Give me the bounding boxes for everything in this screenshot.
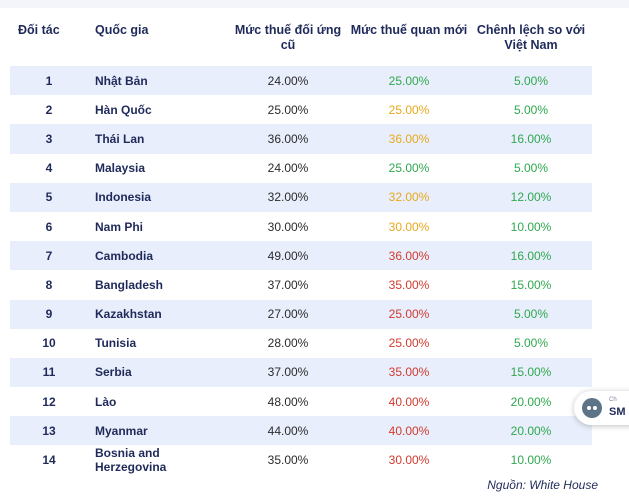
cell-new-rate: 35.00% [348,357,470,388]
cell-diff: 5.00% [470,66,592,96]
cell-old-rate: 27.00% [228,299,348,329]
cell-country: Hàn Quốc [95,102,152,117]
chat-widget-label-small: Ch [609,397,617,403]
cell-new-rate: 25.00% [388,161,430,176]
table-row: 9 Kazakhstan 27.00% 25.00% 5.00% [10,299,592,329]
cell-diff: 16.00% [470,241,592,271]
cell-new-rate: 36.00% [348,124,470,154]
cell-partner: 1 [10,66,88,96]
table-row: 5 Indonesia 32.00% 32.00% 12.00% [10,182,592,212]
tariff-table: Đối tác Quốc gia Mức thuế đối ứng cũ Mức… [10,16,592,475]
table-row: 6 Nam Phi 30.00% 30.00% 10.00% [10,212,592,241]
table-row: 2 Hàn Quốc 25.00% 25.00% 5.00% [10,95,592,124]
table-row: 4 Malaysia 24.00% 25.00% 5.00% [10,154,592,183]
header-diff: Chênh lệch so với Việt Nam [476,23,586,52]
cell-partner: 13 [10,416,88,446]
cell-new-rate: 36.00% [348,241,470,271]
cell-country: Cambodia [88,241,228,271]
cell-diff: 5.00% [470,299,592,329]
cell-country: Myanmar [88,416,228,446]
cell-old-rate: 24.00% [267,161,309,176]
cell-new-rate: 35.00% [388,277,430,292]
cell-old-rate: 24.00% [228,66,348,96]
cell-old-rate: 25.00% [267,102,309,117]
cell-partner: 3 [10,124,88,154]
chat-widget-button[interactable]: Ch SM [574,391,629,425]
table-row: 10 Tunisia 28.00% 25.00% 5.00% [10,329,592,358]
top-bar [0,0,629,8]
cell-country: Nam Phi [95,219,144,234]
cell-diff: 20.00% [470,416,592,446]
cell-partner: 6 [45,219,53,234]
cell-old-rate: 36.00% [228,124,348,154]
cell-old-rate: 49.00% [228,241,348,271]
table-row: 13 Myanmar 44.00% 40.00% 20.00% [10,416,592,446]
table-row: 7 Cambodia 49.00% 36.00% 16.00% [10,241,592,271]
cell-diff: 5.00% [513,102,549,117]
cell-country: Serbia [88,357,228,388]
cell-new-rate: 30.00% [388,219,430,234]
chat-widget-label: SM [609,406,626,418]
cell-diff: 12.00% [470,182,592,212]
cell-new-rate: 25.00% [388,102,430,117]
table-row: 3 Thái Lan 36.00% 36.00% 16.00% [10,124,592,154]
cell-country: Kazakhstan [88,299,228,329]
cell-partner: 4 [45,161,53,176]
cell-old-rate: 30.00% [267,219,309,234]
cell-old-rate: 32.00% [228,182,348,212]
header-partner: Đối tác [18,23,60,37]
cell-new-rate: 30.00% [388,453,430,468]
cell-diff: 16.00% [470,124,592,154]
cell-diff: 15.00% [510,277,552,292]
source-note: Nguồn: White House [487,478,598,492]
cell-partner: 5 [10,182,88,212]
cell-new-rate: 25.00% [388,336,430,351]
header-country: Quốc gia [95,23,149,37]
robot-icon [582,398,602,418]
cell-old-rate: 37.00% [267,277,309,292]
cell-country: Malaysia [95,161,146,176]
cell-diff: 20.00% [510,394,552,409]
table-row: 14 Bosnia and Herzegovina 35.00% 30.00% 10.0… [10,445,592,474]
table-body: 1 Nhật Bản 24.00% 25.00% 5.00% 2 Hàn Quốc 25.00… [10,66,592,475]
cell-partner: 2 [45,102,53,117]
cell-new-rate: 25.00% [348,299,470,329]
table-row: 12 Lào 48.00% 40.00% 20.00% [10,387,592,416]
cell-diff: 5.00% [513,161,549,176]
cell-new-rate: 25.00% [348,66,470,96]
cell-new-rate: 40.00% [348,416,470,446]
cell-partner: 12 [42,394,56,409]
cell-country: Lào [95,394,117,409]
cell-old-rate: 28.00% [267,336,309,351]
cell-partner: 7 [10,241,88,271]
cell-new-rate: 40.00% [388,394,430,409]
header-new-rate: Mức thuế quan mới [350,23,468,37]
cell-old-rate: 35.00% [267,453,309,468]
cell-partner: 10 [42,336,56,351]
table-row: 8 Bangladesh 37.00% 35.00% 15.00% [10,270,592,299]
cell-diff: 10.00% [510,219,552,234]
cell-partner: 14 [42,453,56,468]
cell-country: Bosnia and Herzegovina [95,446,167,475]
table-row: 1 Nhật Bản 24.00% 25.00% 5.00% [10,66,592,96]
table-header-row: Đối tác Quốc gia Mức thuế đối ứng cũ Mức… [10,16,592,66]
cell-country: Nhật Bản [88,66,228,96]
header-old-rate: Mức thuế đối ứng cũ [234,23,342,52]
cell-diff: 10.00% [510,453,552,468]
cell-partner: 9 [10,299,88,329]
cell-partner: 11 [10,357,88,388]
cell-country: Indonesia [88,182,228,212]
cell-old-rate: 37.00% [228,357,348,388]
cell-old-rate: 44.00% [228,416,348,446]
cell-partner: 8 [45,277,53,292]
cell-new-rate: 32.00% [348,182,470,212]
cell-old-rate: 48.00% [267,394,309,409]
cell-diff: 15.00% [470,357,592,388]
cell-country: Bangladesh [95,277,164,292]
cell-country: Tunisia [95,336,137,351]
cell-diff: 5.00% [513,336,549,351]
cell-country: Thái Lan [88,124,228,154]
table-row: 11 Serbia 37.00% 35.00% 15.00% [10,357,592,388]
